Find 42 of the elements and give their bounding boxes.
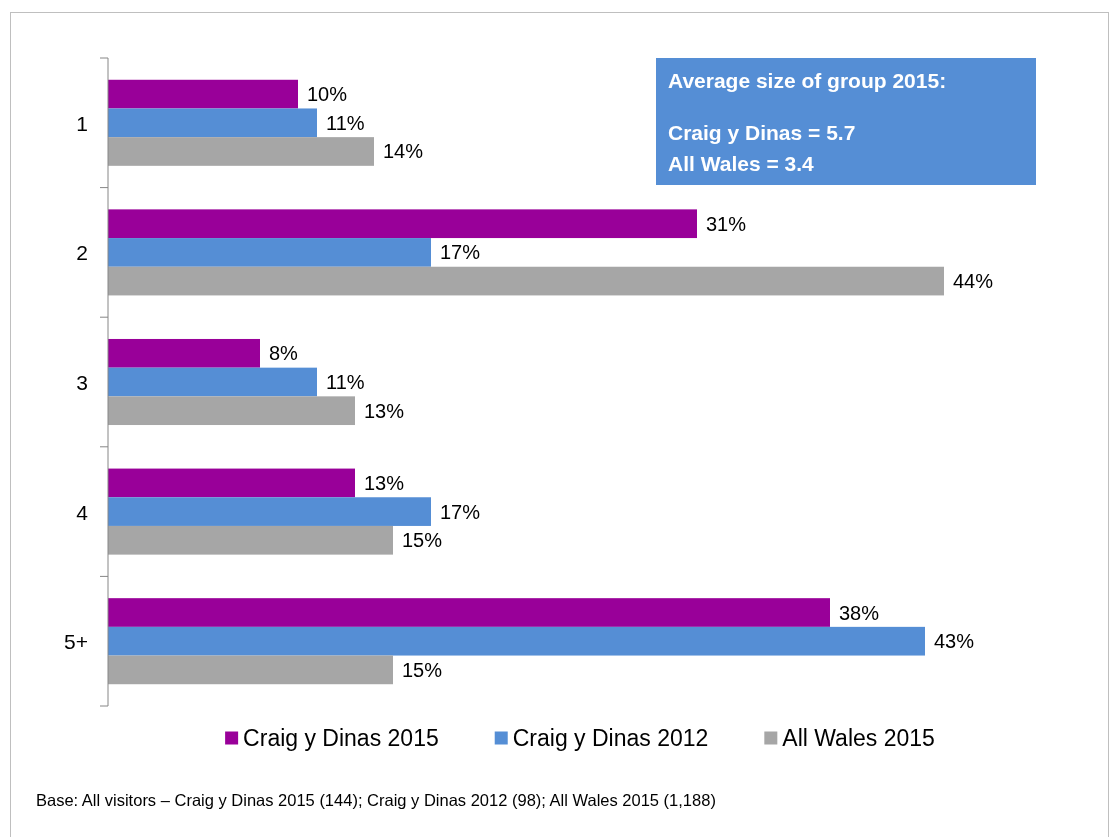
bar (108, 238, 431, 267)
legend-label: Craig y Dinas 2012 (512, 725, 709, 751)
data-label: 13% (364, 471, 405, 494)
annotation: Craig y Dinas = 5.7 (668, 121, 856, 144)
y-tick-label: 1 (76, 111, 88, 135)
data-label: 11% (326, 371, 365, 393)
legend-label: Craig y Dinas 2015 (243, 725, 439, 751)
bar (108, 137, 374, 166)
bar (108, 497, 431, 526)
data-label: 15% (402, 658, 443, 681)
data-label: 15% (402, 529, 443, 552)
data-label: 44% (953, 270, 994, 293)
data-label: 31% (706, 212, 747, 235)
data-label: 17% (440, 500, 481, 523)
data-label: 43% (934, 630, 975, 653)
bar (108, 367, 317, 397)
bar (108, 655, 393, 685)
bar (108, 79, 298, 109)
y-tick-label: 2 (76, 240, 88, 264)
bar (108, 468, 355, 498)
bar (108, 209, 697, 239)
annotation: Average size of group 2015: (668, 69, 947, 92)
data-label: 13% (364, 399, 405, 422)
legend-label: All Wales 2015 (782, 725, 935, 751)
bar (108, 108, 317, 138)
annotation: All Wales = 3.4 (668, 152, 815, 175)
data-label: 8% (269, 342, 299, 365)
y-tick-label: 4 (76, 500, 89, 524)
bar (108, 525, 393, 555)
bar (108, 338, 260, 368)
bar (108, 396, 355, 426)
bar (108, 598, 830, 627)
data-label: 38% (839, 601, 880, 624)
data-label: 14% (383, 140, 424, 163)
y-tick-label: 5+ (64, 629, 88, 653)
bar (108, 626, 925, 656)
y-tick-label: 3 (76, 370, 88, 394)
data-label: 17% (440, 241, 481, 264)
data-label: 11% (326, 111, 365, 134)
text: Base: All visitors – Craig y Dinas 2015 (144); Craig y Dinas 2012 (98); All Wales 2015 (1,188) (36, 791, 716, 809)
data-label: 10% (307, 83, 348, 106)
bar (108, 266, 944, 296)
